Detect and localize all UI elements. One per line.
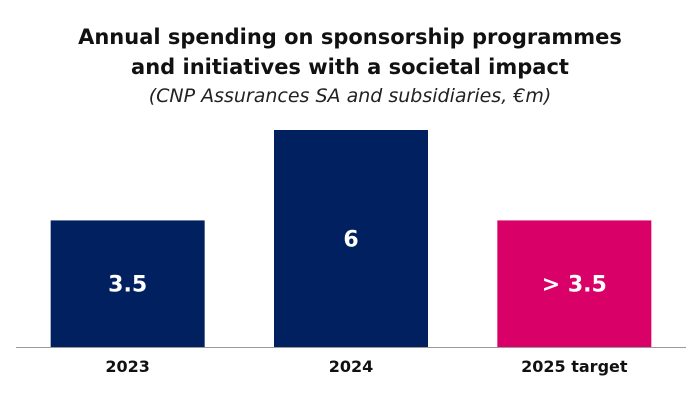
- bar-2024: [274, 130, 428, 347]
- category-label-2023: 2023: [105, 357, 150, 376]
- data-label-2025-target: > 3.5: [542, 273, 607, 298]
- chart-subtitle: (CNP Assurances SA and subsidiaries, €m): [148, 85, 552, 107]
- data-label-2024: 6: [343, 228, 358, 253]
- category-label-2024: 2024: [329, 357, 374, 376]
- chart-title-line-2: and initiatives with a societal impact: [131, 55, 569, 79]
- data-label-2023: 3.5: [108, 273, 147, 298]
- chart-titles: Annual spending on sponsorship programme…: [0, 22, 700, 110]
- chart-title-line-1: Annual spending on sponsorship programme…: [78, 25, 622, 49]
- category-label-2025-target: 2025 target: [521, 357, 628, 376]
- bar-2023: [50, 220, 205, 347]
- bar-2025-target: [497, 220, 652, 347]
